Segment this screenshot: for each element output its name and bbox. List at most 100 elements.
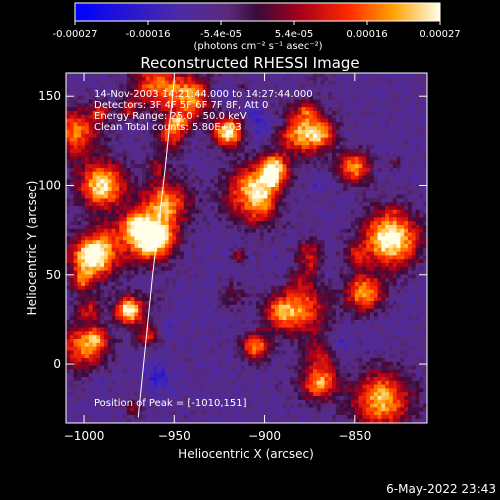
heatmap-cell bbox=[81, 149, 86, 154]
heatmap-cell bbox=[343, 84, 348, 89]
heatmap-cell bbox=[324, 240, 329, 245]
heatmap-cell bbox=[328, 99, 333, 104]
heatmap-cell bbox=[366, 126, 371, 131]
heatmap-cell bbox=[142, 99, 147, 104]
heatmap-cell bbox=[332, 114, 337, 119]
heatmap-cell bbox=[343, 137, 348, 142]
heatmap-cell bbox=[316, 209, 321, 214]
heatmap-cell bbox=[206, 236, 211, 241]
heatmap-cell bbox=[354, 80, 359, 85]
heatmap-cell bbox=[339, 99, 344, 104]
heatmap-cell bbox=[248, 217, 253, 222]
heatmap-cell bbox=[69, 137, 74, 142]
heatmap-cell bbox=[119, 141, 124, 146]
heatmap-cell bbox=[180, 240, 185, 245]
heatmap-cell bbox=[381, 73, 386, 78]
heatmap-cell bbox=[100, 217, 105, 222]
heatmap-cell bbox=[415, 198, 420, 203]
heatmap-cell bbox=[244, 114, 249, 119]
heatmap-cell bbox=[294, 122, 299, 127]
heatmap-cell bbox=[339, 160, 344, 165]
heatmap-cell bbox=[267, 122, 272, 127]
heatmap-cell bbox=[271, 194, 276, 199]
heatmap-cell bbox=[408, 145, 413, 150]
heatmap-cell bbox=[69, 149, 74, 154]
heatmap-cell bbox=[366, 73, 371, 78]
heatmap-cell bbox=[297, 111, 302, 116]
heatmap-cell bbox=[134, 236, 139, 241]
heatmap-cell bbox=[385, 152, 390, 157]
heatmap-cell bbox=[316, 251, 321, 256]
heatmap-cell bbox=[358, 183, 363, 188]
heatmap-cell bbox=[316, 133, 321, 138]
heatmap-cell bbox=[297, 152, 302, 157]
heatmap-cell bbox=[385, 183, 390, 188]
heatmap-cell bbox=[267, 259, 272, 264]
heatmap-cell bbox=[229, 190, 234, 195]
heatmap-cell bbox=[195, 107, 200, 112]
heatmap-cell bbox=[362, 141, 367, 146]
heatmap-cell bbox=[423, 171, 427, 176]
heatmap-cell bbox=[233, 141, 238, 146]
heatmap-cell bbox=[404, 225, 409, 230]
heatmap-cell bbox=[377, 236, 382, 241]
heatmap-cell bbox=[153, 145, 158, 150]
heatmap-cell bbox=[313, 217, 318, 222]
heatmap-cell bbox=[123, 130, 128, 135]
heatmap-cell bbox=[316, 247, 321, 252]
heatmap-cell bbox=[324, 122, 329, 127]
heatmap-cell bbox=[183, 240, 188, 245]
heatmap-cell bbox=[297, 80, 302, 85]
heatmap-cell bbox=[96, 76, 101, 81]
heatmap-cell bbox=[256, 202, 261, 207]
heatmap-cell bbox=[126, 259, 131, 264]
heatmap-cell bbox=[256, 118, 261, 123]
heatmap-cell bbox=[153, 221, 158, 226]
heatmap-cell bbox=[286, 213, 291, 218]
heatmap-cell bbox=[370, 103, 375, 108]
heatmap-cell bbox=[229, 111, 234, 116]
heatmap-cell bbox=[396, 141, 401, 146]
heatmap-cell bbox=[347, 240, 352, 245]
heatmap-cell bbox=[259, 236, 264, 241]
heatmap-cell bbox=[267, 236, 272, 241]
heatmap-cell bbox=[343, 217, 348, 222]
heatmap-cell bbox=[187, 76, 192, 81]
heatmap-cell bbox=[351, 107, 356, 112]
heatmap-cell bbox=[73, 198, 78, 203]
heatmap-cell bbox=[267, 198, 272, 203]
heatmap-cell bbox=[408, 213, 413, 218]
heatmap-cell bbox=[377, 194, 382, 199]
heatmap-cell bbox=[396, 183, 401, 188]
heatmap-cell bbox=[419, 213, 424, 218]
heatmap-cell bbox=[130, 84, 135, 89]
heatmap-cell bbox=[282, 99, 287, 104]
heatmap-cell bbox=[366, 202, 371, 207]
heatmap-cell bbox=[370, 160, 375, 165]
heatmap-cell bbox=[66, 133, 71, 138]
heatmap-cell bbox=[202, 145, 207, 150]
heatmap-cell bbox=[385, 263, 390, 268]
heatmap-cell bbox=[404, 122, 409, 127]
heatmap-cell bbox=[119, 187, 124, 192]
heatmap-cell bbox=[172, 133, 177, 138]
heatmap-cell bbox=[168, 183, 173, 188]
heatmap-cell bbox=[104, 240, 109, 245]
heatmap-cell bbox=[172, 137, 177, 142]
heatmap-cell bbox=[77, 95, 82, 100]
heatmap-cell bbox=[366, 95, 371, 100]
heatmap-cell bbox=[130, 160, 135, 165]
heatmap-cell bbox=[400, 80, 405, 85]
heatmap-cell bbox=[229, 107, 234, 112]
heatmap-cell bbox=[419, 202, 424, 207]
heatmap-cell bbox=[301, 111, 306, 116]
heatmap-cell bbox=[309, 92, 314, 97]
heatmap-cell bbox=[358, 263, 363, 268]
heatmap-cell bbox=[145, 175, 150, 180]
heatmap-cell bbox=[73, 206, 78, 211]
heatmap-cell bbox=[153, 80, 158, 85]
heatmap-cell bbox=[69, 171, 74, 176]
heatmap-cell bbox=[404, 80, 409, 85]
heatmap-cell bbox=[332, 217, 337, 222]
heatmap-cell bbox=[411, 156, 416, 161]
